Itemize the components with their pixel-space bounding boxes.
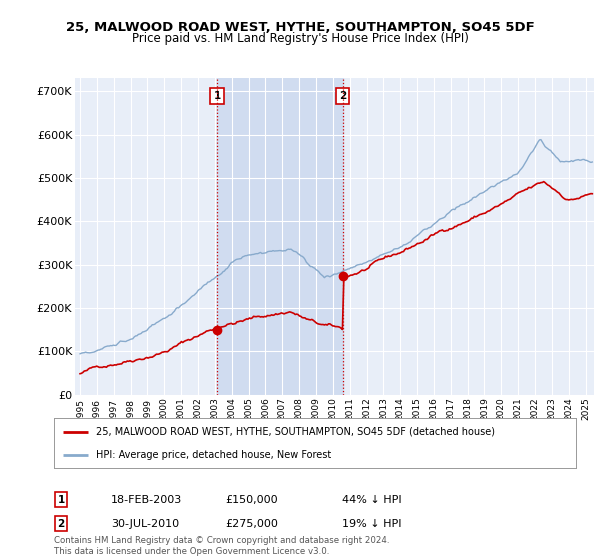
Text: 25, MALWOOD ROAD WEST, HYTHE, SOUTHAMPTON, SO45 5DF (detached house): 25, MALWOOD ROAD WEST, HYTHE, SOUTHAMPTO… xyxy=(96,427,495,437)
Text: £150,000: £150,000 xyxy=(225,494,278,505)
Text: HPI: Average price, detached house, New Forest: HPI: Average price, detached house, New … xyxy=(96,450,331,460)
Text: 1: 1 xyxy=(58,494,65,505)
Text: 18-FEB-2003: 18-FEB-2003 xyxy=(111,494,182,505)
Text: 1: 1 xyxy=(214,91,221,101)
Text: Contains HM Land Registry data © Crown copyright and database right 2024.
This d: Contains HM Land Registry data © Crown c… xyxy=(54,536,389,556)
Text: 2: 2 xyxy=(339,91,346,101)
Text: Price paid vs. HM Land Registry's House Price Index (HPI): Price paid vs. HM Land Registry's House … xyxy=(131,32,469,45)
Text: 2: 2 xyxy=(58,519,65,529)
Text: 44% ↓ HPI: 44% ↓ HPI xyxy=(342,494,401,505)
Text: £275,000: £275,000 xyxy=(225,519,278,529)
Text: 19% ↓ HPI: 19% ↓ HPI xyxy=(342,519,401,529)
Text: 25, MALWOOD ROAD WEST, HYTHE, SOUTHAMPTON, SO45 5DF: 25, MALWOOD ROAD WEST, HYTHE, SOUTHAMPTO… xyxy=(65,21,535,34)
Text: 30-JUL-2010: 30-JUL-2010 xyxy=(111,519,179,529)
Bar xyxy=(217,78,343,395)
